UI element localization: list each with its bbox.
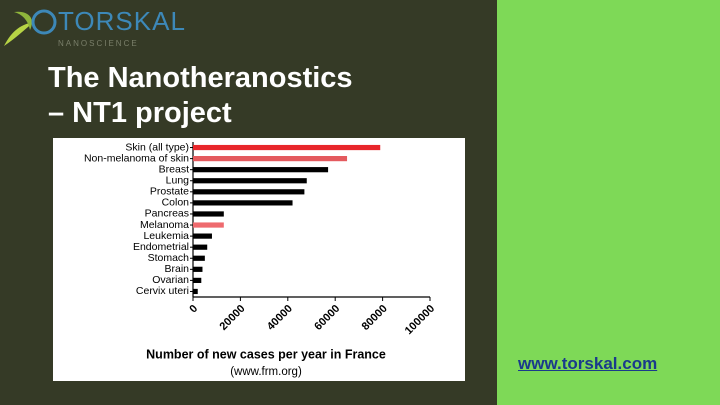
logo: TORSKAL NANOSCIENCE bbox=[4, 6, 186, 48]
y-tick-label: Melanoma bbox=[140, 219, 189, 231]
y-tick-label: Non-melanoma of skin bbox=[84, 152, 189, 164]
logo-leaf bbox=[4, 22, 34, 46]
y-tick-label: Colon bbox=[162, 197, 190, 209]
y-tick-label: Stomach bbox=[148, 252, 190, 264]
logo-ring bbox=[31, 9, 57, 35]
bar bbox=[193, 200, 293, 206]
logo-name: TORSKAL bbox=[58, 6, 186, 36]
bar bbox=[193, 277, 202, 283]
x-axis-source: (www.frm.org) bbox=[230, 366, 302, 378]
y-tick-label: Prostate bbox=[150, 186, 189, 198]
y-tick-label: Cervix uteri bbox=[136, 285, 189, 297]
right-panel bbox=[497, 0, 720, 405]
bar bbox=[193, 255, 205, 261]
x-tick-label: 100000 bbox=[403, 303, 437, 337]
bar bbox=[193, 167, 329, 173]
bar bbox=[193, 189, 305, 195]
y-tick-label: Breast bbox=[159, 163, 189, 175]
y-tick-label: Ovarian bbox=[152, 274, 189, 286]
bar bbox=[193, 288, 198, 295]
bar bbox=[193, 178, 307, 184]
title-line: The Nanotheranostics bbox=[48, 62, 353, 94]
bar bbox=[193, 244, 208, 250]
logo-leaf bbox=[14, 11, 33, 30]
y-tick-label: Brain bbox=[164, 263, 189, 275]
x-tick-label: 60000 bbox=[312, 303, 342, 333]
bar bbox=[193, 144, 381, 151]
chart-image: 0 20000 40000 60000 80000 100000 Skin (all typ… bbox=[53, 138, 465, 381]
logo-tagline: NANOSCIENCE bbox=[58, 39, 139, 48]
x-tick-label: 0 bbox=[187, 303, 200, 316]
y-tick-label: Lung bbox=[166, 175, 190, 187]
x-tick-label: 80000 bbox=[360, 303, 390, 333]
bar bbox=[193, 211, 224, 217]
y-tick-label: Endometrial bbox=[133, 241, 189, 253]
x-axis-title: Number of new cases per year in France bbox=[146, 347, 386, 361]
y-tick-label: Leukemia bbox=[143, 230, 189, 242]
bar bbox=[193, 222, 224, 228]
y-tick-label: Pancreas bbox=[145, 208, 189, 220]
chart: 0 20000 40000 60000 80000 100000 Skin (all typ… bbox=[53, 138, 465, 381]
x-tick-label: 40000 bbox=[265, 303, 295, 333]
bar bbox=[193, 266, 203, 272]
x-tick-label: 20000 bbox=[217, 303, 247, 333]
y-tick-label: Skin (all type) bbox=[125, 141, 189, 153]
website-link[interactable]: www.torskal.com bbox=[518, 354, 658, 373]
left-panel: TORSKAL NANOSCIENCE The Nanotheranostics… bbox=[0, 0, 497, 405]
bar bbox=[193, 233, 212, 239]
title-line: – NT1 project bbox=[48, 97, 232, 129]
bar bbox=[193, 156, 348, 162]
